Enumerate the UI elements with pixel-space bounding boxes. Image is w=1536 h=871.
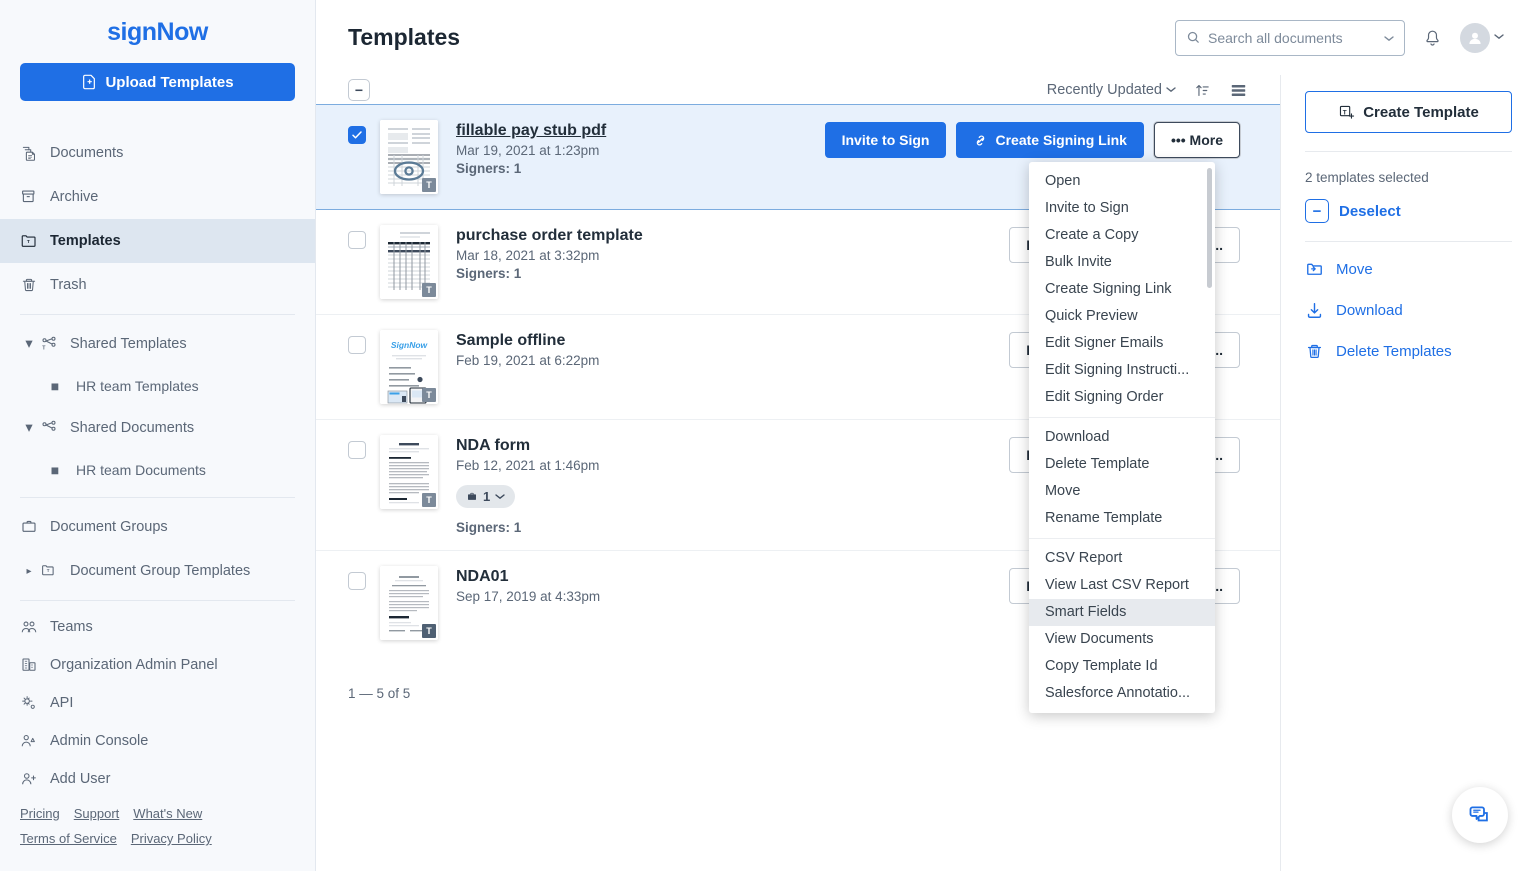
svg-text:SignNow: SignNow xyxy=(391,340,429,350)
svg-text:T: T xyxy=(47,568,50,573)
svg-text:T: T xyxy=(42,345,46,351)
svg-text:T: T xyxy=(1343,109,1347,116)
svg-text:T: T xyxy=(27,239,30,245)
